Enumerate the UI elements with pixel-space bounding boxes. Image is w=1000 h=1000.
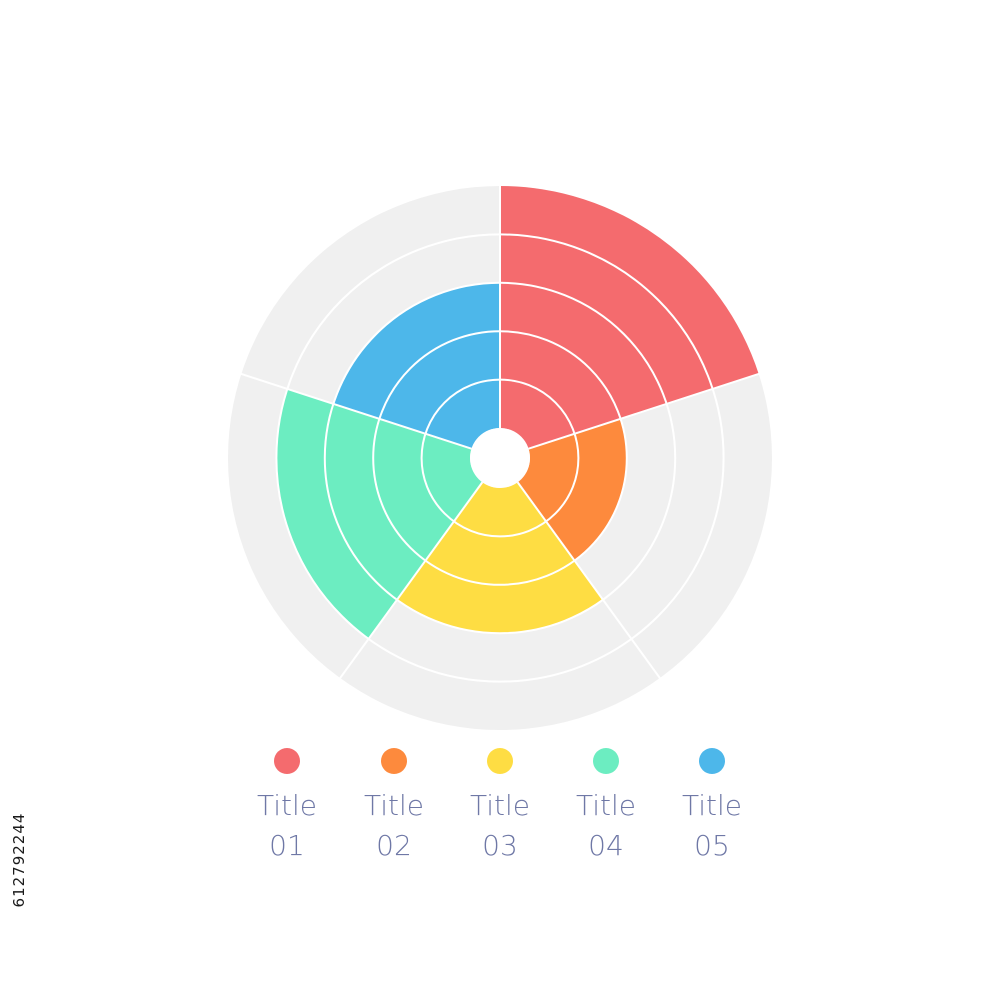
legend-item-01: Title 01 [232, 748, 342, 866]
legend-label-05: Title 05 [681, 789, 742, 862]
legend-label-03: Title 03 [469, 789, 530, 862]
legend-label-01: Title 01 [256, 789, 317, 862]
sector-1 [500, 186, 759, 449]
legend-item-03: Title 03 [445, 748, 555, 866]
sector-4 [276, 388, 483, 639]
stock-id-text: 612792244 [10, 812, 28, 908]
spoke-line-2 [528, 372, 761, 450]
legend-dot-01 [274, 748, 300, 774]
legend-item-05: Title 05 [657, 748, 767, 866]
spoke-line-4 [338, 481, 484, 681]
spoke-line-3 [516, 481, 662, 681]
legend-label-02: Title 02 [363, 789, 424, 862]
legend-item-04: Title 04 [551, 748, 661, 866]
legend-dot-04 [593, 748, 619, 774]
stock-id-strip: 612792244 [4, 760, 34, 960]
sector-5 [333, 282, 500, 449]
legend-dot-03 [487, 748, 513, 774]
spoke-line-5 [239, 372, 472, 450]
sector-3 [397, 482, 603, 634]
legend-dot-02 [381, 748, 407, 774]
legend-label-04: Title 04 [575, 789, 636, 862]
legend-dot-05 [699, 748, 725, 774]
legend-item-02: Title 02 [339, 748, 449, 866]
center-hole [470, 428, 530, 488]
